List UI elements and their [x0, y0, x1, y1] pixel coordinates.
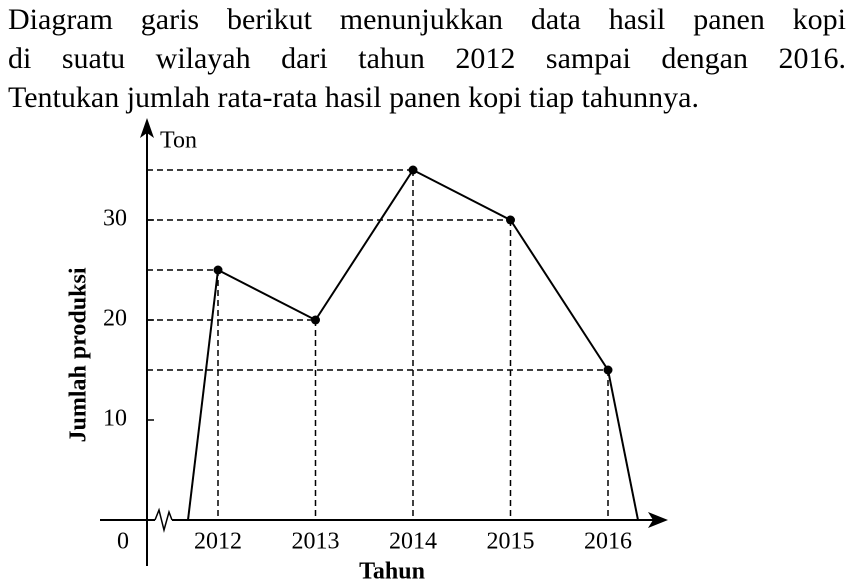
data-point	[603, 365, 613, 375]
y-tick-label: 20	[103, 306, 127, 332]
question-line: Tentukan jumlah rata-rata hasil panen ko…	[8, 81, 699, 114]
y-tick-label: 10	[103, 406, 127, 432]
y-tick-label: 0	[117, 529, 129, 555]
x-tick-label: 2013	[292, 529, 340, 555]
y-axis-label: Jumlah produksi	[66, 267, 92, 442]
line-end	[187, 269, 219, 521]
y-tick-label: 30	[103, 206, 127, 232]
x-axis-label: Tahun	[359, 559, 425, 585]
x-axis-arrow	[648, 512, 668, 528]
axis-break	[154, 507, 173, 533]
y-unit: Ton	[160, 128, 197, 154]
question-line: di suatu wilayah dari tahun 2012 sampai …	[8, 42, 846, 75]
x-tick-label: 2016	[584, 529, 632, 555]
x-tick-label: 2014	[389, 529, 437, 555]
data-point	[311, 315, 320, 325]
data-point	[506, 215, 515, 225]
question: Diagram garis berikut menunjukkan data h…	[8, 0, 846, 117]
line-end	[607, 369, 639, 521]
x-tick-label: 2015	[487, 529, 535, 555]
x-tick-label: 2012	[194, 529, 242, 555]
data-point	[213, 265, 223, 275]
question-line: Diagram garis berikut menunjukkan data h…	[8, 3, 846, 36]
data-point	[408, 165, 418, 175]
y-axis-arrow	[140, 118, 154, 138]
